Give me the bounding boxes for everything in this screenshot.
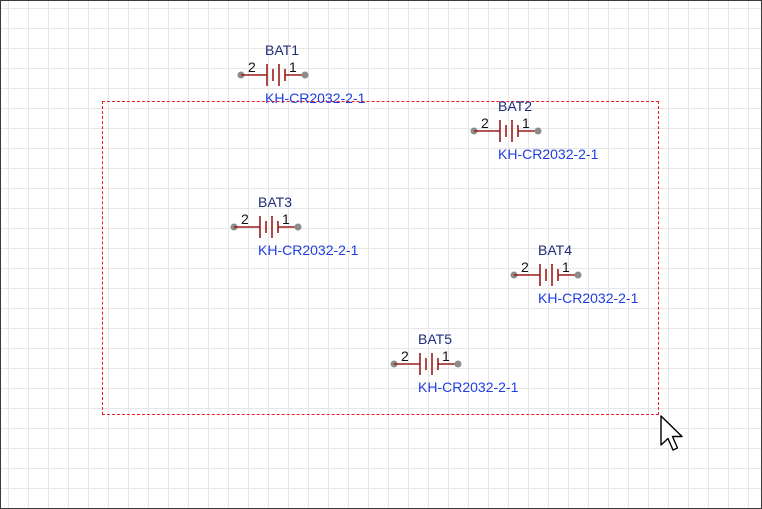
pin-number-left: 2 xyxy=(401,348,409,364)
pin-number-right: 1 xyxy=(562,259,570,275)
pin-number-left: 2 xyxy=(521,259,529,275)
selection-rectangle xyxy=(102,101,659,415)
pin-number-right: 1 xyxy=(282,211,290,227)
designator-label: BAT3 xyxy=(258,194,292,210)
pin-number-left: 2 xyxy=(481,115,489,131)
value-label: KH-CR2032-2-1 xyxy=(265,90,366,106)
pin-number-right: 1 xyxy=(289,59,297,75)
battery-component-bat3[interactable]: 2 1 BAT3 KH-CR2032-2-1 xyxy=(230,194,370,264)
designator-label: BAT4 xyxy=(538,242,572,258)
battery-symbol-icon xyxy=(230,216,302,238)
pin-number-right: 1 xyxy=(442,348,450,364)
value-label: KH-CR2032-2-1 xyxy=(258,242,359,258)
battery-component-bat4[interactable]: 2 1 BAT4 KH-CR2032-2-1 xyxy=(510,242,650,312)
battery-symbol-icon xyxy=(237,64,309,86)
battery-component-bat1[interactable]: 2 1 BAT1 KH-CR2032-2-1 xyxy=(237,42,377,112)
battery-symbol-icon xyxy=(390,353,462,375)
battery-symbol-icon xyxy=(470,120,542,142)
pin-number-left: 2 xyxy=(248,59,256,75)
value-label: KH-CR2032-2-1 xyxy=(538,290,639,306)
arrow-cursor-icon xyxy=(660,415,683,451)
pin-number-right: 1 xyxy=(522,115,530,131)
designator-label: BAT5 xyxy=(418,331,452,347)
value-label: KH-CR2032-2-1 xyxy=(498,146,599,162)
designator-label: BAT1 xyxy=(265,42,299,58)
battery-component-bat5[interactable]: 2 1 BAT5 KH-CR2032-2-1 xyxy=(390,331,530,401)
pin-number-left: 2 xyxy=(241,211,249,227)
value-label: KH-CR2032-2-1 xyxy=(418,379,519,395)
designator-label: BAT2 xyxy=(498,98,532,114)
battery-component-bat2[interactable]: 2 1 BAT2 KH-CR2032-2-1 xyxy=(470,98,610,168)
battery-symbol-icon xyxy=(510,264,582,286)
